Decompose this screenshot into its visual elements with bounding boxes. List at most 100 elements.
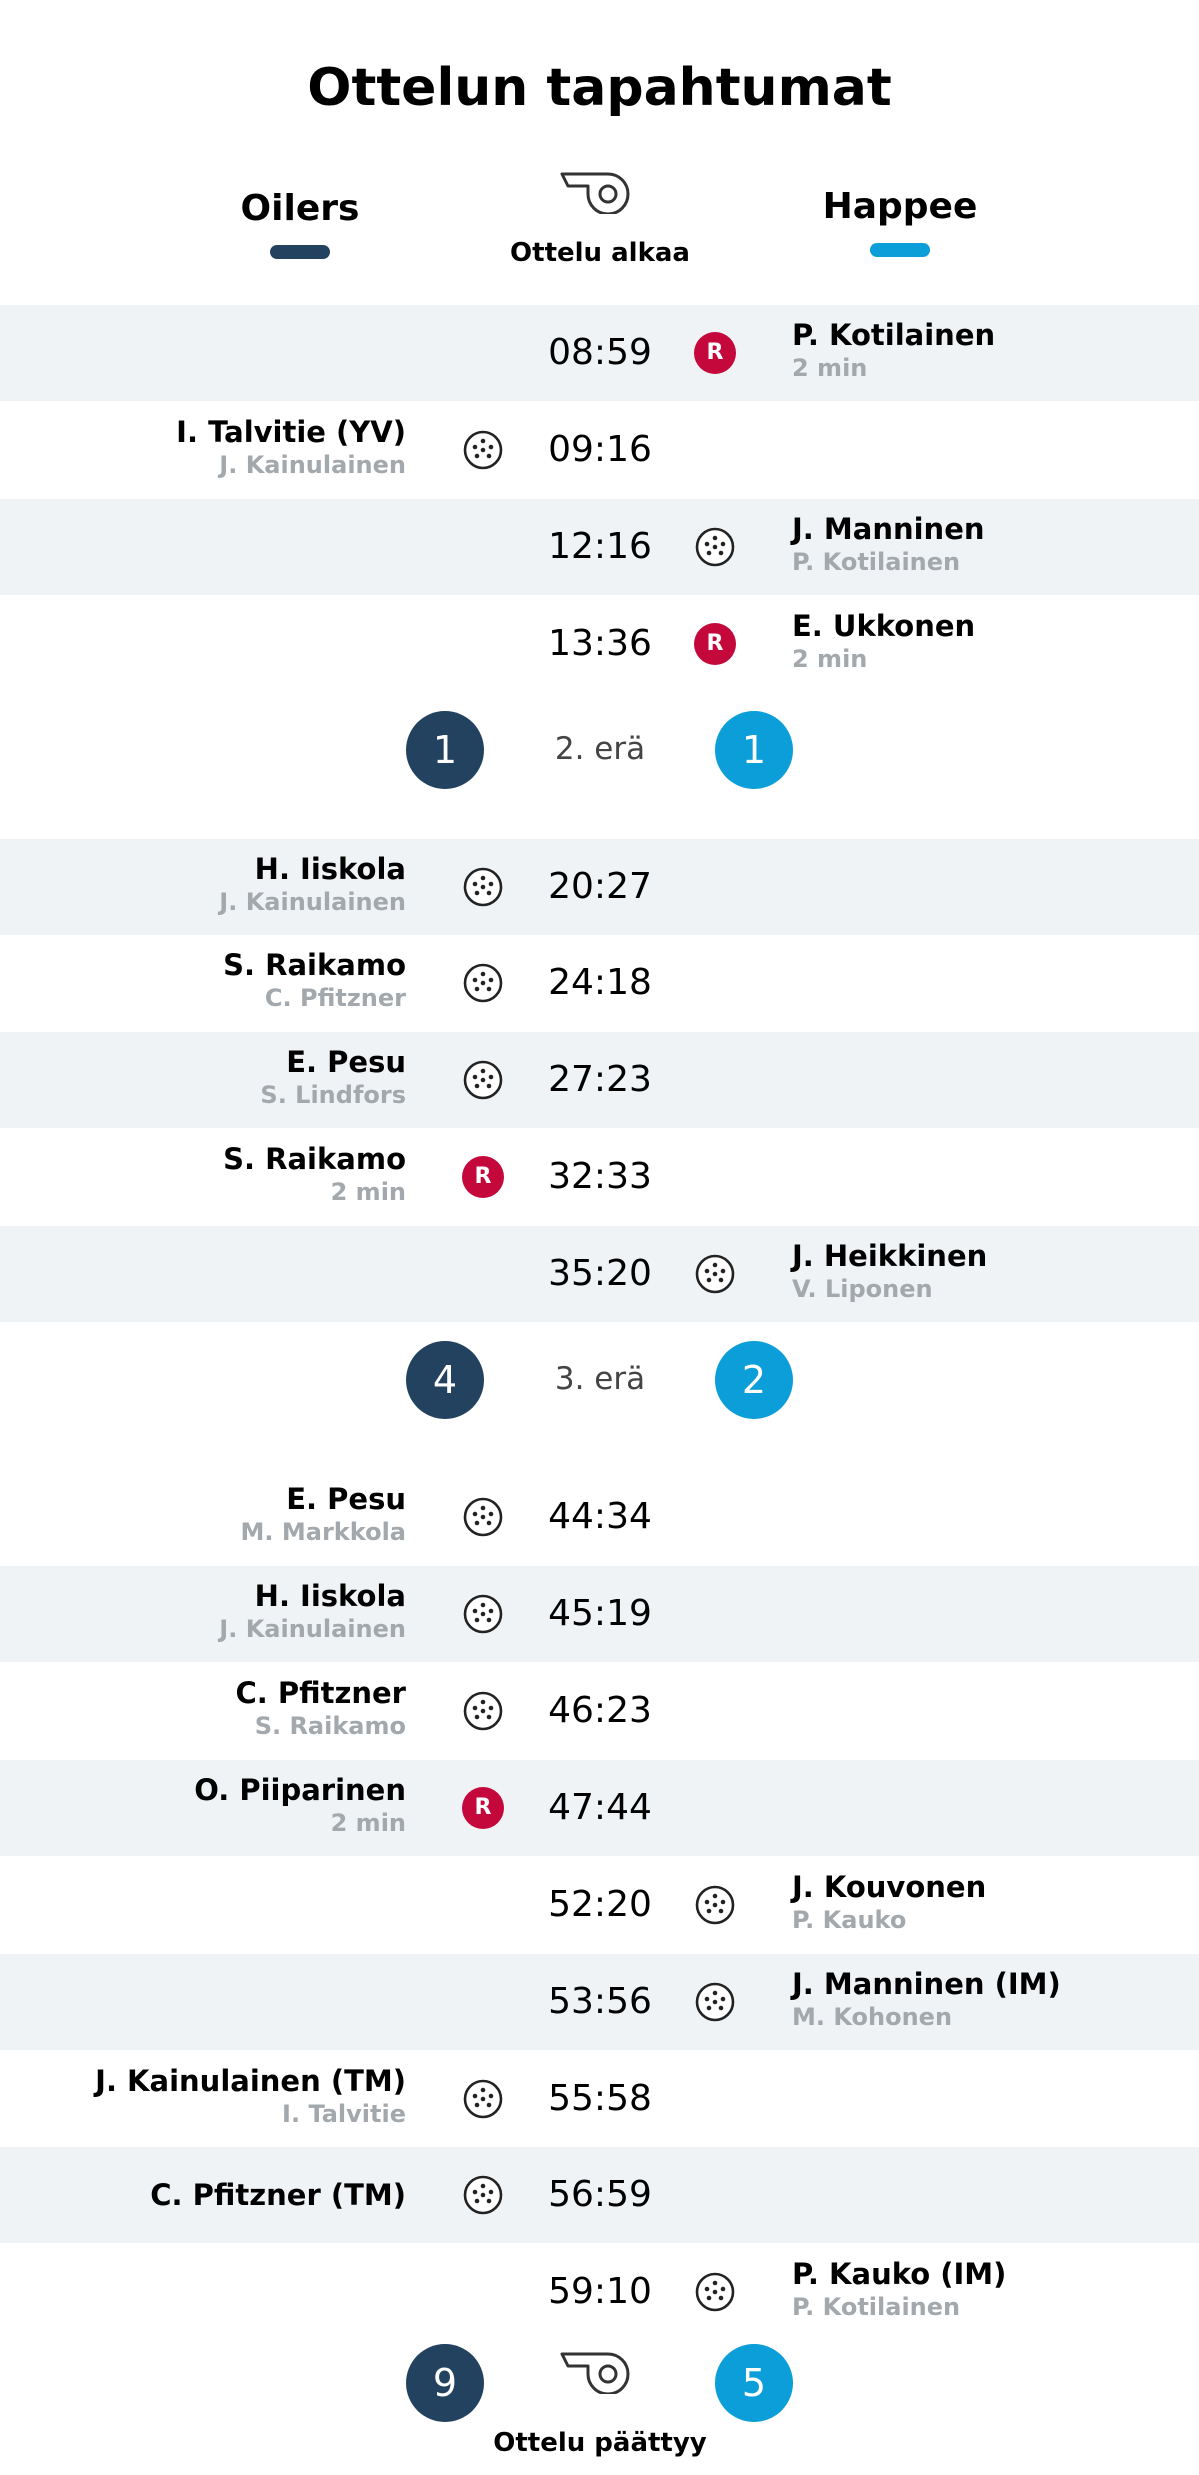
event-player: E. Ukkonen	[792, 609, 976, 643]
event-assist: S. Lindfors	[260, 1081, 406, 1109]
event-player: P. Kauko (IM)	[792, 2257, 1007, 2291]
goal-ball-icon	[462, 2174, 504, 2216]
event-time: 52:20	[548, 1884, 652, 1925]
event-time: 20:27	[548, 866, 652, 907]
event-row: 12:16 J. Manninen P. Kotilainen	[0, 499, 1199, 595]
event-details: I. Talvitie (YV) J. Kainulainen	[6, 414, 406, 480]
penalty-badge-icon: R	[694, 332, 736, 374]
event-details: J. Manninen (IM) M. Kohonen	[792, 1966, 1192, 2032]
event-player: P. Kotilainen	[792, 318, 996, 352]
event-time: 09:16	[548, 429, 652, 470]
event-row: 13:36 R E. Ukkonen 2 min	[0, 596, 1199, 692]
event-details: J. Manninen P. Kotilainen	[792, 511, 1192, 577]
event-player: J. Kainulainen (TM)	[95, 2064, 406, 2098]
goal-ball-icon	[462, 429, 504, 471]
event-penalty-duration: 2 min	[792, 645, 868, 673]
event-row: 20:27 H. Iiskola J. Kainulainen	[0, 839, 1199, 935]
event-row: 32:33 R S. Raikamo 2 min	[0, 1129, 1199, 1225]
event-time: 47:44	[548, 1787, 652, 1828]
goal-ball-icon	[694, 1253, 736, 1295]
event-time: 44:34	[548, 1496, 652, 1537]
event-player: J. Manninen	[792, 512, 985, 546]
goal-ball-icon	[462, 1059, 504, 1101]
event-assist: M. Markkola	[240, 1518, 406, 1546]
period-score-home: 1	[406, 710, 484, 789]
home-team: Oilers	[150, 188, 450, 259]
event-assist: P. Kotilainen	[792, 2293, 961, 2321]
event-details: H. Iiskola J. Kainulainen	[6, 1578, 406, 1644]
event-time: 45:19	[548, 1593, 652, 1634]
event-row: 52:20 J. Kouvonen P. Kauko	[0, 1857, 1199, 1953]
event-time: 59:10	[548, 2271, 652, 2312]
event-details: S. Raikamo C. Pfitzner	[6, 947, 406, 1013]
event-assist: C. Pfitzner	[264, 984, 406, 1012]
event-penalty-duration: 2 min	[330, 1178, 406, 1206]
event-row: 56:59 C. Pfitzner (TM)	[0, 2147, 1199, 2243]
whistle-icon	[560, 172, 630, 214]
event-row: 44:34 E. Pesu M. Markkola	[0, 1469, 1199, 1565]
event-details: C. Pfitzner (TM)	[6, 2177, 406, 2213]
event-assist: P. Kauko	[792, 1906, 907, 1934]
goal-ball-icon	[694, 1884, 736, 1926]
event-time: 46:23	[548, 1690, 652, 1731]
goal-ball-icon	[694, 1981, 736, 2023]
event-player: I. Talvitie (YV)	[176, 415, 406, 449]
event-penalty-duration: 2 min	[330, 1809, 406, 1837]
goal-ball-icon	[462, 1593, 504, 1635]
goal-ball-icon	[462, 1496, 504, 1538]
event-player: S. Raikamo	[223, 1142, 406, 1176]
event-player: H. Iiskola	[254, 1579, 406, 1613]
home-team-name: Oilers	[240, 188, 360, 229]
away-team: Happee	[750, 186, 1050, 257]
goal-ball-icon	[462, 2078, 504, 2120]
event-details: E. Ukkonen 2 min	[792, 608, 1192, 674]
page-title: Ottelun tapahtumat	[307, 58, 892, 118]
goal-ball-icon	[694, 2271, 736, 2313]
event-time: 55:58	[548, 2078, 652, 2119]
event-row: 24:18 S. Raikamo C. Pfitzner	[0, 935, 1199, 1031]
event-details: H. Iiskola J. Kainulainen	[6, 851, 406, 917]
event-row: 55:58 J. Kainulainen (TM) I. Talvitie	[0, 2051, 1199, 2147]
match-start-label: Ottelu alkaa	[510, 238, 690, 268]
event-player: C. Pfitzner	[235, 1676, 406, 1710]
event-time: 24:18	[548, 962, 652, 1003]
event-row: 35:20 J. Heikkinen V. Liponen	[0, 1226, 1199, 1322]
event-assist: J. Kainulainen	[219, 1615, 406, 1643]
event-details: J. Kouvonen P. Kauko	[792, 1869, 1192, 1935]
penalty-badge-icon: R	[462, 1787, 504, 1829]
event-assist: I. Talvitie	[282, 2100, 406, 2128]
event-assist: V. Liponen	[792, 1275, 933, 1303]
event-time: 12:16	[548, 526, 652, 567]
event-time: 27:23	[548, 1059, 652, 1100]
event-row: 09:16 I. Talvitie (YV) J. Kainulainen	[0, 402, 1199, 498]
event-assist: P. Kotilainen	[792, 548, 961, 576]
event-row: 08:59 R P. Kotilainen 2 min	[0, 305, 1199, 401]
period-label: 2. erä	[554, 730, 646, 767]
event-details: O. Piiparinen 2 min	[6, 1772, 406, 1838]
goal-ball-icon	[462, 962, 504, 1004]
event-details: P. Kauko (IM) P. Kotilainen	[792, 2256, 1192, 2322]
event-row: 47:44 R O. Piiparinen 2 min	[0, 1760, 1199, 1856]
event-player: S. Raikamo	[223, 948, 406, 982]
event-player: H. Iiskola	[254, 852, 406, 886]
event-details: C. Pfitzner S. Raikamo	[6, 1675, 406, 1741]
whistle-icon-end	[560, 2352, 630, 2394]
goal-ball-icon	[462, 866, 504, 908]
event-time: 56:59	[548, 2174, 652, 2215]
event-details: J. Kainulainen (TM) I. Talvitie	[6, 2063, 406, 2129]
event-time: 32:33	[548, 1156, 652, 1197]
event-time: 08:59	[548, 332, 652, 373]
period-separator: 1 2. erä 1	[0, 685, 1199, 815]
penalty-badge-icon: R	[462, 1156, 504, 1198]
period-label: 3. erä	[554, 1361, 646, 1398]
event-details: P. Kotilainen 2 min	[792, 317, 1192, 383]
event-player: E. Pesu	[286, 1482, 406, 1516]
event-details: J. Heikkinen V. Liponen	[792, 1238, 1192, 1304]
event-assist: J. Kainulainen	[219, 451, 406, 479]
match-end-label: Ottelu päättyy	[493, 2428, 707, 2458]
event-player: J. Heikkinen	[792, 1239, 988, 1273]
final-score-away: 5	[715, 2344, 793, 2422]
period-score-home: 4	[406, 1341, 484, 1420]
event-penalty-duration: 2 min	[792, 354, 868, 382]
